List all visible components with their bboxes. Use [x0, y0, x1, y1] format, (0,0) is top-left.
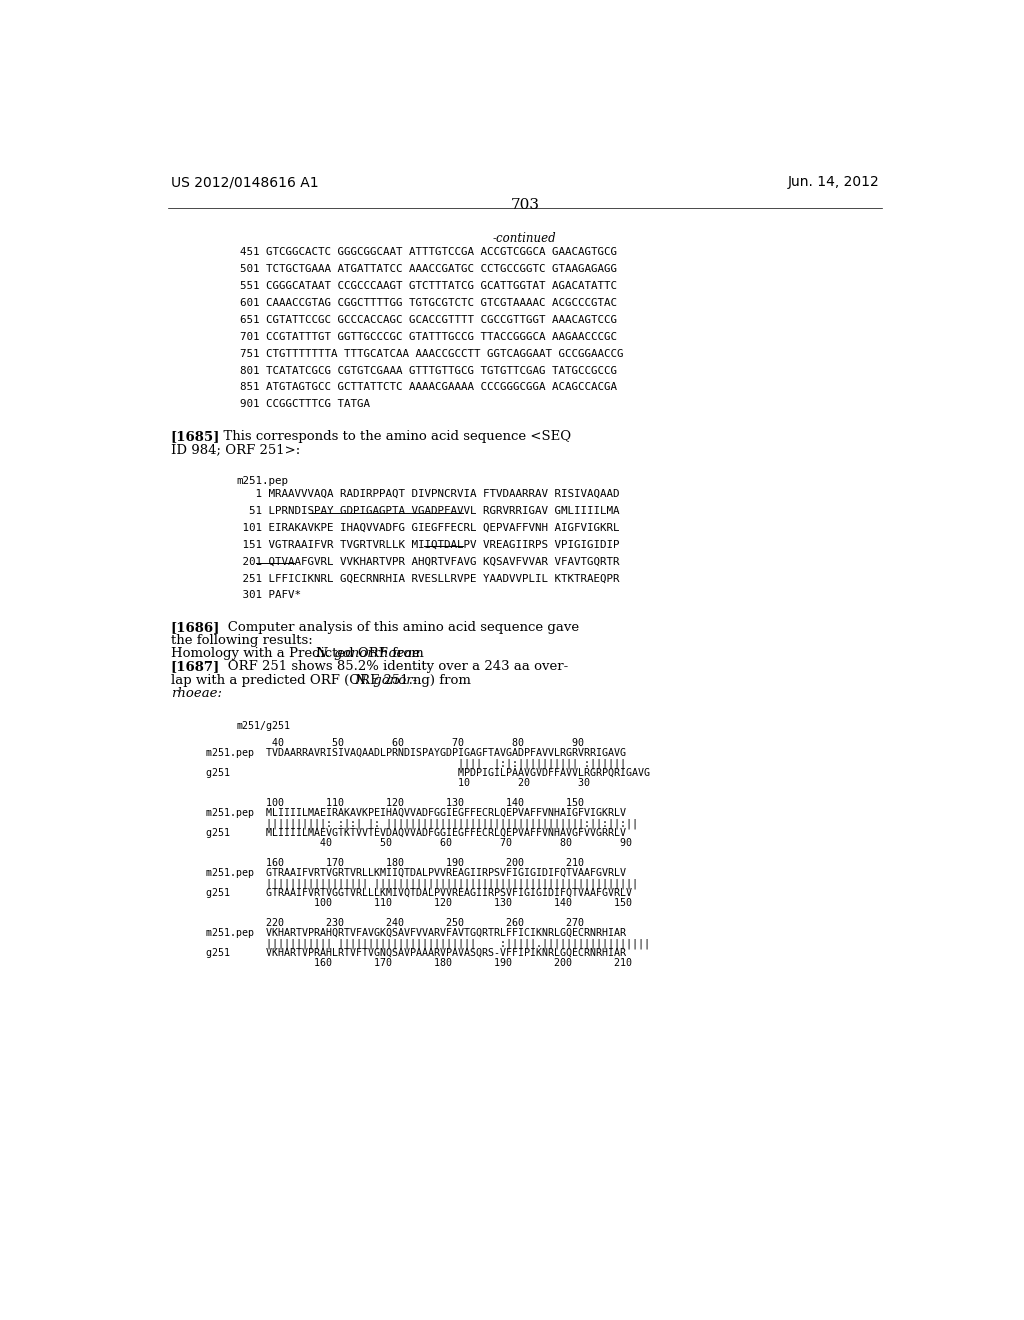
- Text: [1685]: [1685]: [171, 430, 220, 444]
- Text: 151 VGTRAAIFVR TVGRTVRLLK MIIQTDALPV VREAGIIRPS VPIGIGIDIP: 151 VGTRAAIFVR TVGRTVRLLK MIIQTDALPV VRE…: [237, 540, 620, 549]
- Text: N. gonor-: N. gonor-: [354, 673, 417, 686]
- Text: -continued: -continued: [493, 231, 557, 244]
- Text: m251.pep  VKHARTVPRAHQRTVFAVGKQSAVFVVARVFAVTGQRTRLFFICIKNRLGQECRNRHIAR: m251.pep VKHARTVPRAHQRTVFAVGKQSAVFVVARVF…: [206, 928, 626, 939]
- Text: 551 CGGGCATAAT CCGCCCAAGT GTCTTTATCG GCATTGGTAT AGACATATTC: 551 CGGGCATAAT CCGCCCAAGT GTCTTTATCG GCA…: [241, 281, 617, 290]
- Text: N. gonorrhoeae: N. gonorrhoeae: [315, 647, 421, 660]
- Text: US 2012/0148616 A1: US 2012/0148616 A1: [171, 176, 318, 189]
- Text: g251      GTRAAIFVRTVGGTVRLLLKMIVQTDALPVVREAGIIRPSVFIGIGIDIFQTVAAFGVRLV: g251 GTRAAIFVRTVGGTVRLLLKMIVQTDALPVVREAG…: [206, 888, 632, 899]
- Text: m251.pep  GTRAAIFVRTVGRTVRLLKMIIQTDALPVVREAGIIRPSVFIGIGIDIFQTVAAFGVRLV: m251.pep GTRAAIFVRTVGRTVRLLKMIIQTDALPVVR…: [206, 869, 626, 878]
- Text: 751 CTGTTTTTTTA TTTGCATCAA AAACCGCCTT GGTCAGGAAT GCCGGAACCG: 751 CTGTTTTTTTA TTTGCATCAA AAACCGCCTT GG…: [241, 348, 624, 359]
- Text: [1687]: [1687]: [171, 660, 220, 673]
- Text: 801 TCATATCGCG CGTGTCGAAA GTTTGTTGCG TGTGTTCGAG TATGCCGCCG: 801 TCATATCGCG CGTGTCGAAA GTTTGTTGCG TGT…: [241, 366, 617, 375]
- Text: 51 LPRNDISPAY GDPIGAGPTA VGADPFAVVL RGRVRRIGAV GMLIIIILMA: 51 LPRNDISPAY GDPIGAGPTA VGADPFAVVL RGRV…: [237, 506, 620, 516]
- Text: m251.pep  MLIIIILMAEIRAKAVKPEIHAQVVADFGGIEGFFECRLQEPVAFFVNHAIGFVIGKRLV: m251.pep MLIIIILMAEIRAKAVKPEIHAQVVADFGGI…: [206, 808, 626, 818]
- Text: 501 TCTGCTGAAA ATGATTATCC AAACCGATGC CCTGCCGGTC GTAAGAGAGG: 501 TCTGCTGAAA ATGATTATCC AAACCGATGC CCT…: [241, 264, 617, 273]
- Text: [1686]: [1686]: [171, 622, 220, 634]
- Text: Homology with a Predicted ORF from: Homology with a Predicted ORF from: [171, 647, 428, 660]
- Text: ||||||||||||||||| ||||||||||||||||||||||||||||||||||||||||||||: ||||||||||||||||| ||||||||||||||||||||||…: [206, 878, 638, 888]
- Text: 40        50        60        70        80        90: 40 50 60 70 80 90: [206, 838, 632, 849]
- Text: 100       110       120       130       140       150: 100 110 120 130 140 150: [206, 899, 632, 908]
- Text: m251/g251: m251/g251: [237, 721, 291, 731]
- Text: 10        20        30: 10 20 30: [206, 779, 590, 788]
- Text: 160       170       180       190       200       210: 160 170 180 190 200 210: [206, 958, 632, 969]
- Text: 703: 703: [510, 198, 540, 213]
- Text: rhoeae:: rhoeae:: [171, 686, 221, 700]
- Text: m251.pep  TVDAARRAVRISIVAQAADLPRNDISPAYGDPIGAGFTAVGADPFAVVLRGRVRRIGAVG: m251.pep TVDAARRAVRISIVAQAADLPRNDISPAYGD…: [206, 748, 626, 758]
- Text: 701 CCGTATTTGT GGTTGCCCGC GTATTTGCCG TTACCGGGCA AAGAACCCGC: 701 CCGTATTTGT GGTTGCCCGC GTATTTGCCG TTA…: [241, 331, 617, 342]
- Text: 1 MRAAVVVAQA RADIRPPAQT DIVPNCRVIA FTVDAARRAV RISIVAQAAD: 1 MRAAVVVAQA RADIRPPAQT DIVPNCRVIA FTVDA…: [237, 488, 620, 499]
- Text: ||||||||||: :|:| |: |||||||||||||||||||||||||||||||||:||:||:||: ||||||||||: :|:| |: ||||||||||||||||||||…: [206, 818, 638, 829]
- Text: the following results:: the following results:: [171, 635, 312, 647]
- Text: This corresponds to the amino acid sequence <SEQ: This corresponds to the amino acid seque…: [215, 430, 571, 444]
- Text: 651 CGTATTCCGC GCCCACCAGC GCACCGTTTT CGCCGTTGGT AAACAGTCCG: 651 CGTATTCCGC GCCCACCAGC GCACCGTTTT CGC…: [241, 314, 617, 325]
- Text: ||||||||||| |||||||||||||||||||||||    :|||||.||||||||||||||||||: ||||||||||| ||||||||||||||||||||||| :|||…: [206, 939, 649, 949]
- Text: m251.pep: m251.pep: [237, 477, 289, 486]
- Text: 851 ATGTAGTGCC GCTTATTCTC AAAACGAAAA CCCGGGCGGA ACAGCCACGA: 851 ATGTAGTGCC GCTTATTCTC AAAACGAAAA CCC…: [241, 383, 617, 392]
- Text: 601 CAAACCGTAG CGGCTTTTGG TGTGCGTCTC GTCGTAAAAC ACGCCCGTAC: 601 CAAACCGTAG CGGCTTTTGG TGTGCGTCTC GTC…: [241, 298, 617, 308]
- Text: Computer analysis of this amino acid sequence gave: Computer analysis of this amino acid seq…: [215, 622, 579, 634]
- Text: 220       230       240       250       260       270: 220 230 240 250 260 270: [206, 919, 584, 928]
- Text: 40        50        60        70        80        90: 40 50 60 70 80 90: [206, 738, 584, 748]
- Text: ID 984; ORF 251>:: ID 984; ORF 251>:: [171, 444, 300, 457]
- Text: 201 QTVAAFGVRL VVKHARTVPR AHQRTVFAVG KQSAVFVVAR VFAVTGQRTR: 201 QTVAAFGVRL VVKHARTVPR AHQRTVFAVG KQS…: [237, 557, 620, 566]
- Text: 251 LFFICIKNRL GQECRNRHIA RVESLLRVPE YAADVVPLIL KTKTRAEQPR: 251 LFFICIKNRL GQECRNRHIA RVESLLRVPE YAA…: [237, 573, 620, 583]
- Text: 451 GTCGGCACTC GGGCGGCAAT ATTTGTCCGA ACCGTCGGCA GAACAGTGCG: 451 GTCGGCACTC GGGCGGCAAT ATTTGTCCGA ACC…: [241, 247, 617, 257]
- Text: g251                                      MPDPIGILPAAVGVDFFAVVLRGRPQRIGAVG: g251 MPDPIGILPAAVGVDFFAVVLRGRPQRIGAVG: [206, 768, 649, 779]
- Text: 301 PAFV*: 301 PAFV*: [237, 590, 301, 601]
- Text: 100       110       120       130       140       150: 100 110 120 130 140 150: [206, 799, 584, 808]
- Text: ||||  |:|:|||||||||| :||||||: |||| |:|:|||||||||| :||||||: [206, 758, 626, 768]
- Text: g251      MLIIIILMAEVGTKTVVTEVDAQVVADFGGIEGFFECRLQEPVAFFVNHAVGFVVGRRLV: g251 MLIIIILMAEVGTKTVVTEVDAQVVADFGGIEGFF…: [206, 829, 626, 838]
- Text: 160       170       180       190       200       210: 160 170 180 190 200 210: [206, 858, 584, 869]
- Text: 101 EIRAKAVKPE IHAQVVADFG GIEGFFECRL QEPVAFFVNH AIGFVIGKRL: 101 EIRAKAVKPE IHAQVVADFG GIEGFFECRL QEP…: [237, 523, 620, 532]
- Text: Jun. 14, 2012: Jun. 14, 2012: [788, 176, 880, 189]
- Text: ORF 251 shows 85.2% identity over a 243 aa over-: ORF 251 shows 85.2% identity over a 243 …: [215, 660, 568, 673]
- Text: g251      VKHARTVPRAHLRTVFTVGNQSAVPAAARVPAVASQRS-VFFIPIKNRLGQECRNRHIAR: g251 VKHARTVPRAHLRTVFTVGNQSAVPAAARVPAVAS…: [206, 949, 626, 958]
- Text: lap with a predicted ORF (ORF 251.ng) from: lap with a predicted ORF (ORF 251.ng) fr…: [171, 673, 475, 686]
- Text: 901 CCGGCTTTCG TATGA: 901 CCGGCTTTCG TATGA: [241, 400, 371, 409]
